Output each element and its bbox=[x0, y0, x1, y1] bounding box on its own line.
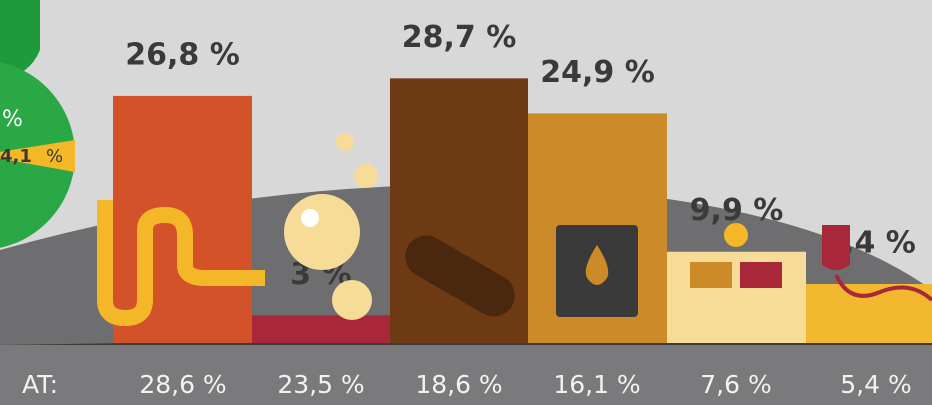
bar bbox=[667, 252, 806, 343]
bubble bbox=[301, 209, 319, 227]
chart: % 4,1 % AT: 26,8 %3 %28,7 %24,9 %9,9 %6,… bbox=[0, 0, 932, 405]
comparison-value: 16,1 % bbox=[553, 370, 640, 399]
pie-label: % bbox=[46, 146, 63, 167]
pot-icon bbox=[740, 262, 782, 288]
value-label: 9,9 % bbox=[690, 193, 784, 228]
value-label: 28,7 % bbox=[402, 20, 517, 55]
bar bbox=[252, 315, 390, 343]
value-label: 24,9 % bbox=[540, 55, 655, 90]
comparison-value: 7,6 % bbox=[700, 370, 771, 399]
pot-icon bbox=[690, 262, 732, 288]
comparison-value: 18,6 % bbox=[415, 370, 502, 399]
pie-label: 4,1 bbox=[0, 146, 32, 167]
comparison-value: 5,4 % bbox=[840, 370, 911, 399]
bar bbox=[806, 284, 932, 343]
bubble bbox=[354, 164, 378, 188]
bubble bbox=[336, 133, 354, 151]
plug-icon bbox=[822, 225, 850, 270]
bubble bbox=[332, 280, 372, 320]
sun-icon bbox=[724, 223, 748, 247]
comparison-value: 23,5 % bbox=[277, 370, 364, 399]
value-label: 26,8 % bbox=[125, 37, 240, 72]
comparison-value: 28,6 % bbox=[139, 370, 226, 399]
comparison-label: AT: bbox=[22, 370, 58, 399]
pie-label: % bbox=[2, 107, 23, 132]
bubble bbox=[284, 194, 360, 270]
